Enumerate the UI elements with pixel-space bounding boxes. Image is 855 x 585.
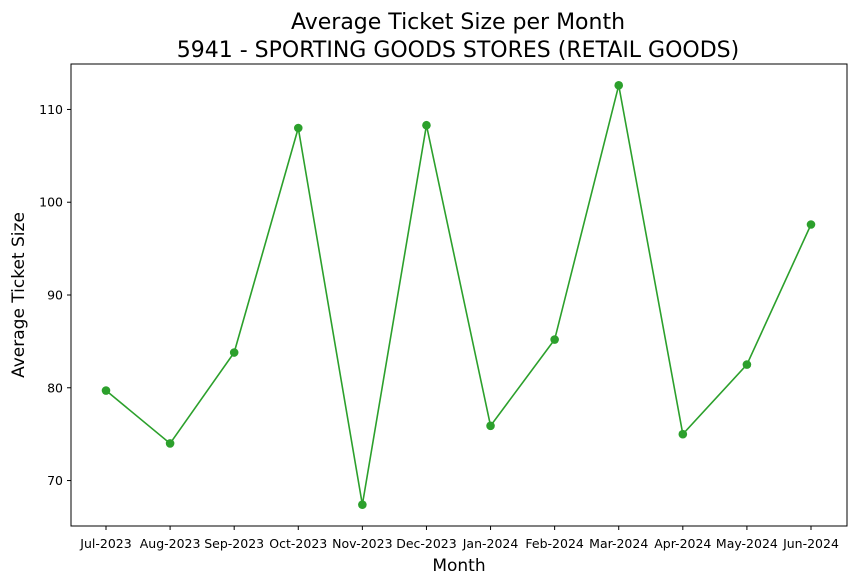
- series-line: [105, 85, 812, 505]
- x-tick-label: Jan-2024: [462, 536, 519, 551]
- data-point: [550, 335, 559, 344]
- chart-subtitle: 5941 - SPORTING GOODS STORES (RETAIL GOO…: [177, 38, 739, 63]
- series-group: [101, 81, 816, 509]
- data-point: [806, 220, 816, 229]
- data-point: [293, 123, 303, 133]
- x-tick-label: Aug-2023: [140, 536, 201, 551]
- data-point: [229, 348, 239, 357]
- data-point: [165, 439, 175, 448]
- y-tick-label: 110: [39, 102, 63, 117]
- data-point: [678, 429, 688, 439]
- y-tick-label: 100: [39, 195, 63, 210]
- data-point: [101, 386, 111, 395]
- x-tick-label: Mar-2024: [589, 536, 648, 551]
- x-axis-label: Month: [432, 556, 485, 576]
- x-tick-label: Jul-2023: [79, 536, 131, 551]
- x-axis: Jul-2023 Aug-2023 Sep-2023 Oct-2023 Nov-2023…: [79, 526, 839, 551]
- plot-frame: [70, 63, 848, 527]
- x-tick-label: Nov-2023: [332, 536, 392, 551]
- data-point: [486, 421, 495, 431]
- data-point: [614, 81, 624, 90]
- y-tick-label: 90: [47, 288, 63, 303]
- y-tick-label: 70: [47, 473, 63, 488]
- x-tick-label: Feb-2024: [525, 536, 584, 551]
- x-tick-label: May-2024: [716, 536, 778, 551]
- y-tick-label: 80: [47, 380, 63, 395]
- y-axis-label: Average Ticket Size: [9, 212, 29, 378]
- x-tick-label: Sep-2023: [204, 536, 264, 551]
- data-point: [742, 360, 752, 369]
- data-point: [358, 500, 367, 509]
- x-tick-label: Jun-2024: [782, 536, 839, 551]
- chart-title: Average Ticket Size per Month: [291, 10, 625, 35]
- x-tick-label: Apr-2024: [654, 536, 711, 551]
- y-axis: 70 80 90 100 110: [39, 102, 71, 488]
- data-point: [422, 120, 431, 130]
- x-tick-label: Dec-2023: [396, 536, 457, 551]
- x-tick-label: Oct-2023: [269, 536, 327, 551]
